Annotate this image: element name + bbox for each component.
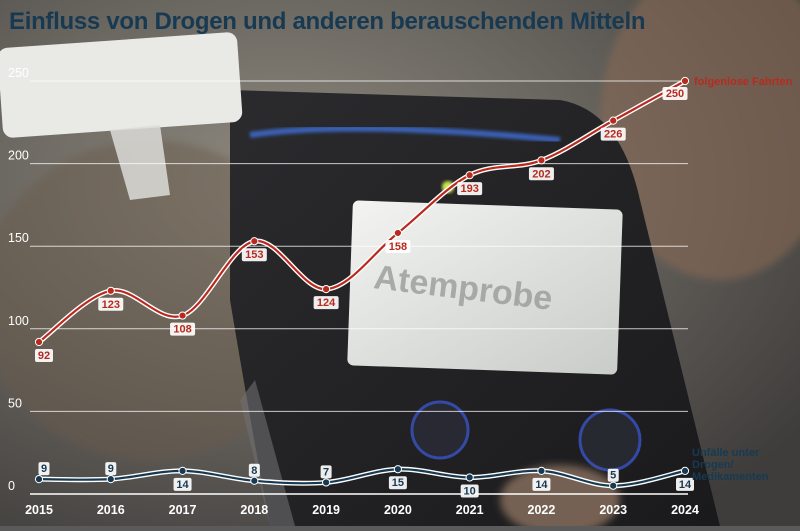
grid-lines [30, 80, 688, 495]
data-label-bg [532, 477, 551, 491]
data-label-bg [385, 239, 411, 253]
data-label: 123 [102, 299, 120, 311]
data-label-bg [662, 87, 688, 100]
x-tick-label: 2023 [599, 503, 627, 517]
data-label: 14 [176, 479, 189, 491]
x-tick-label: 2015 [25, 503, 53, 517]
y-tick-label: 200 [8, 149, 29, 163]
series-label-folgenlose: folgenlose Fahrten [694, 76, 793, 88]
data-label-bg [460, 484, 479, 498]
x-axis-ticks: 2015 2016 2017 2018 2019 2020 2021 2022 2023 2024 [25, 503, 699, 517]
data-labels: 92 123 108 153 124 158 193 202 226 250 9 9 14 8 7 15 10 1… [35, 76, 793, 498]
data-label: 108 [173, 324, 191, 336]
data-point [537, 466, 546, 475]
y-tick-label: 50 [8, 396, 22, 410]
data-point [609, 481, 618, 490]
data-point [250, 476, 259, 485]
data-label-bg [313, 296, 339, 310]
data-label: 7 [323, 466, 329, 478]
data-point [178, 466, 187, 475]
data-label: 226 [604, 129, 622, 141]
data-point [106, 475, 115, 484]
series-halo [36, 466, 688, 489]
x-tick-label: 2019 [312, 503, 340, 517]
data-label: 9 [108, 463, 114, 475]
y-axis-ticks: 0 50 100 150 200 250 [8, 66, 29, 493]
x-tick-label: 2017 [169, 503, 197, 517]
data-point [250, 237, 259, 246]
data-point [393, 465, 402, 474]
data-label-bg [35, 349, 53, 363]
data-point [322, 285, 331, 294]
data-label: 14 [679, 479, 692, 491]
data-label: 15 [392, 477, 404, 489]
data-label: 158 [389, 241, 407, 253]
data-label: 5 [610, 470, 616, 482]
series-halo [36, 78, 688, 345]
data-label: 9 [41, 463, 47, 475]
x-tick-label: 2016 [97, 503, 125, 517]
data-label: 202 [532, 168, 550, 180]
data-point [34, 475, 44, 484]
data-point [537, 156, 546, 165]
data-point [465, 171, 474, 180]
data-point [609, 116, 618, 125]
data-label: 153 [245, 249, 263, 261]
y-tick-label: 100 [8, 314, 29, 328]
data-label: 124 [317, 297, 336, 309]
series-line-1 [37, 468, 687, 487]
data-label: 10 [464, 485, 476, 497]
data-label-bg [241, 248, 267, 262]
y-tick-label: 150 [8, 231, 29, 245]
data-label-bg [388, 476, 407, 490]
data-label: 92 [38, 350, 50, 362]
y-tick-label: 0 [8, 479, 15, 493]
y-tick-label: 250 [8, 66, 29, 80]
x-tick-label: 2024 [671, 503, 699, 517]
data-point [393, 228, 402, 238]
data-point [106, 286, 115, 295]
series-lines [34, 76, 690, 490]
x-tick-label: 2021 [456, 503, 484, 517]
data-point [34, 337, 44, 347]
data-label-bg [248, 463, 260, 477]
data-point [680, 76, 690, 86]
data-point [465, 473, 474, 482]
x-tick-label: 2022 [528, 503, 556, 517]
page-title: Einfluss von Drogen und anderen berausch… [9, 8, 646, 35]
x-tick-label: 2020 [384, 503, 412, 517]
data-label-bg [607, 468, 619, 482]
data-point [178, 311, 187, 320]
data-label-bg [105, 462, 117, 476]
data-point [680, 466, 690, 475]
series-line-0 [37, 79, 687, 344]
data-label-bg [320, 465, 332, 479]
data-label-bg [173, 477, 192, 491]
data-label-bg [676, 477, 694, 491]
data-label: 14 [535, 479, 548, 491]
data-label: 193 [460, 183, 478, 195]
data-label-bg [38, 462, 50, 476]
data-label-bg [528, 167, 554, 181]
data-label-bg [457, 182, 483, 196]
data-label: 8 [251, 465, 257, 477]
data-label-bg [98, 297, 124, 311]
data-label-bg [600, 127, 626, 141]
x-tick-label: 2018 [240, 503, 268, 517]
data-label-bg [170, 322, 196, 336]
data-label: 250 [666, 88, 684, 100]
data-point [322, 478, 331, 487]
series-label-unfaelle: Unfälle unter Drogen/Medikamenten [692, 447, 769, 483]
